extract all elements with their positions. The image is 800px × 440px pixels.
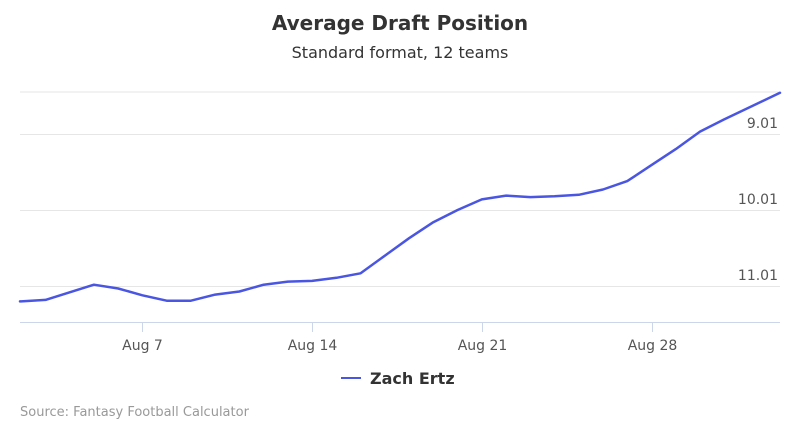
data-point[interactable] xyxy=(673,146,679,152)
data-point[interactable] xyxy=(236,289,242,295)
data-point[interactable] xyxy=(649,162,655,168)
data-point[interactable] xyxy=(382,253,388,259)
data-point[interactable] xyxy=(479,196,485,202)
data-point[interactable] xyxy=(164,298,170,304)
credit-text[interactable]: Source: Fantasy Football Calculator xyxy=(20,405,250,420)
data-point[interactable] xyxy=(406,235,412,241)
data-point[interactable] xyxy=(455,207,461,213)
series-line[interactable] xyxy=(18,91,782,303)
x-tick-label: Aug 7 xyxy=(122,338,163,354)
x-tick-label: Aug 21 xyxy=(458,338,508,354)
y-axis-labels: 9.01 10.01 11.01 xyxy=(738,116,778,284)
legend-label[interactable]: Zach Ertz xyxy=(370,369,455,388)
chart-subtitle: Standard format, 12 teams xyxy=(292,43,509,62)
data-point[interactable] xyxy=(503,193,509,199)
data-point[interactable] xyxy=(430,219,436,225)
data-point[interactable] xyxy=(721,116,727,122)
x-tick-label: Aug 14 xyxy=(288,338,338,354)
data-point[interactable] xyxy=(358,270,364,276)
data-point[interactable] xyxy=(309,278,315,284)
data-point[interactable] xyxy=(624,178,630,184)
data-point[interactable] xyxy=(212,292,218,298)
y-tick-label: 9.01 xyxy=(747,116,778,132)
y-tick-label: 11.01 xyxy=(738,268,778,284)
y-tick-label: 10.01 xyxy=(738,192,778,208)
x-axis-labels: Aug 7 Aug 14 Aug 21 Aug 28 xyxy=(122,338,677,354)
data-point[interactable] xyxy=(552,193,558,199)
data-point[interactable] xyxy=(91,282,97,288)
chart-title: Average Draft Position xyxy=(272,11,528,35)
data-point[interactable] xyxy=(139,292,145,298)
data-point[interactable] xyxy=(67,289,73,295)
data-point[interactable] xyxy=(527,194,533,200)
grid-lines xyxy=(20,91,780,287)
data-point[interactable] xyxy=(261,282,267,288)
data-point[interactable] xyxy=(285,279,291,285)
data-point[interactable] xyxy=(18,298,24,304)
x-tick-label: Aug 28 xyxy=(628,338,678,354)
data-point[interactable] xyxy=(576,192,582,198)
series-group xyxy=(18,91,782,304)
data-point[interactable] xyxy=(600,187,606,193)
data-point[interactable] xyxy=(188,298,194,304)
legend[interactable]: Zach Ertz xyxy=(341,369,455,388)
data-point[interactable] xyxy=(115,286,121,292)
x-axis-ticks xyxy=(142,322,653,332)
data-point[interactable] xyxy=(43,297,49,303)
data-point[interactable] xyxy=(697,129,703,135)
data-point[interactable] xyxy=(333,275,339,281)
